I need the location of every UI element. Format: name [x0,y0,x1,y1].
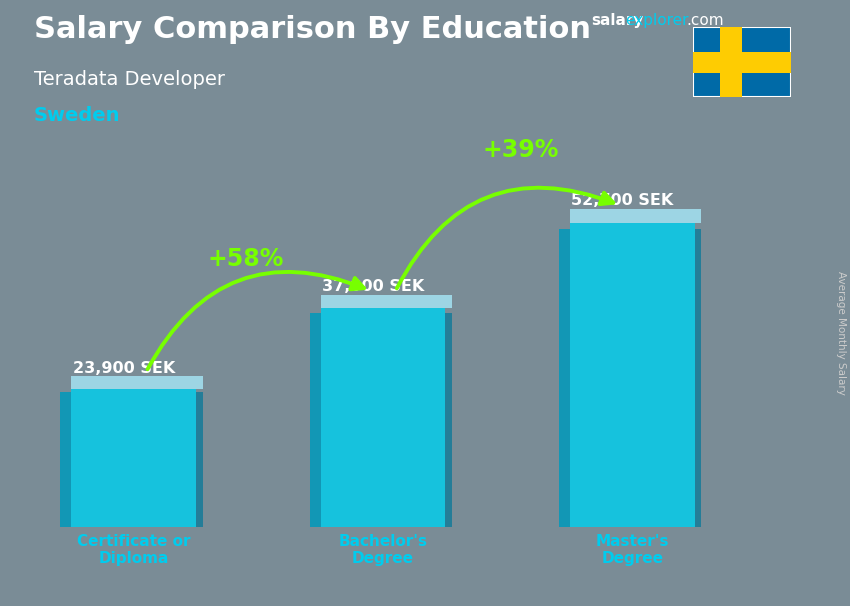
Bar [445,313,452,527]
Text: Certificate or
Diploma: Certificate or Diploma [77,534,190,566]
Bar [558,228,570,527]
FancyBboxPatch shape [320,308,445,527]
Text: +58%: +58% [207,247,284,271]
Bar [60,392,71,527]
Bar [693,52,791,73]
Text: salary: salary [591,13,643,28]
Text: Salary Comparison By Education: Salary Comparison By Education [34,15,591,44]
Text: Average Monthly Salary: Average Monthly Salary [836,271,846,395]
FancyBboxPatch shape [570,222,694,527]
Bar [320,295,452,308]
Text: 52,700 SEK: 52,700 SEK [571,193,673,208]
Bar [71,376,203,389]
Bar [720,27,741,97]
Text: 37,900 SEK: 37,900 SEK [322,279,424,294]
Text: Master's
Degree: Master's Degree [596,534,669,566]
Bar [694,228,701,527]
Bar [309,313,320,527]
Bar [196,392,203,527]
Bar [570,210,701,222]
Text: Teradata Developer: Teradata Developer [34,70,225,88]
Text: explorer: explorer [626,13,689,28]
Text: .com: .com [686,13,723,28]
FancyBboxPatch shape [71,389,196,527]
Text: Bachelor's
Degree: Bachelor's Degree [338,534,428,566]
Text: 23,900 SEK: 23,900 SEK [72,361,175,376]
Text: Sweden: Sweden [34,106,121,125]
Text: +39%: +39% [482,138,558,162]
